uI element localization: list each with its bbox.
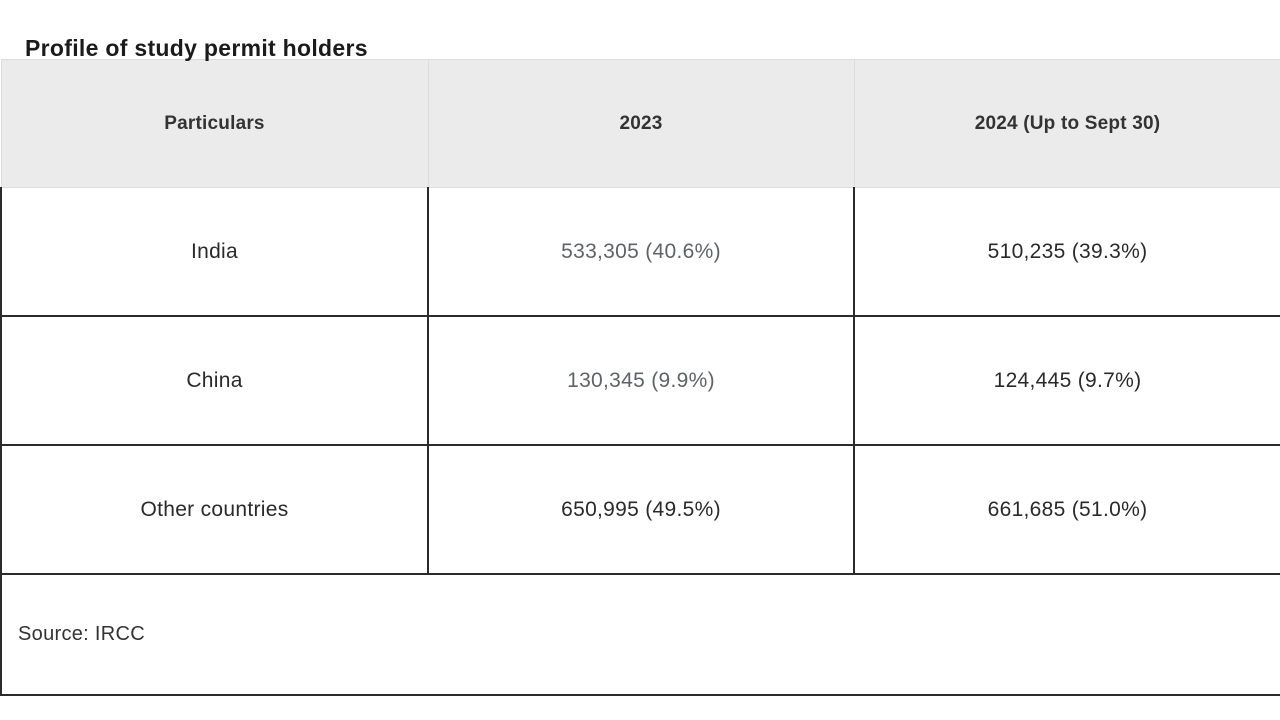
- cell-china-particular: China: [0, 315, 429, 446]
- cell-china-2023: 130,345 (9.9%): [427, 315, 855, 446]
- column-header-2024: 2024 (Up to Sept 30): [853, 59, 1280, 188]
- source-note: Source: IRCC: [0, 573, 1280, 696]
- source-row: Source: IRCC: [0, 573, 1280, 696]
- table-row-other-countries: Other countries 650,995 (49.5%) 661,685 …: [0, 444, 1280, 575]
- cell-india-2024: 510,235 (39.3%): [853, 187, 1280, 317]
- table-header: Particulars 2023 2024 (Up to Sept 30): [0, 59, 1280, 188]
- cell-other-particular: Other countries: [0, 444, 429, 575]
- cell-other-2024: 661,685 (51.0%): [853, 444, 1280, 575]
- table-row-india: India 533,305 (40.6%) 510,235 (39.3%): [0, 187, 1280, 317]
- header-row: Particulars 2023 2024 (Up to Sept 30): [0, 59, 1280, 188]
- column-header-2023: 2023: [427, 59, 855, 188]
- table-row-china: China 130,345 (9.9%) 124,445 (9.7%): [0, 315, 1280, 446]
- page-title: Profile of study permit holders: [25, 35, 368, 61]
- cell-india-2023: 533,305 (40.6%): [427, 187, 855, 317]
- study-permit-table: Particulars 2023 2024 (Up to Sept 30) In…: [0, 59, 1280, 696]
- cell-other-2023: 650,995 (49.5%): [427, 444, 855, 575]
- cell-india-particular: India: [0, 187, 429, 317]
- column-header-particulars: Particulars: [0, 59, 429, 188]
- cell-china-2024: 124,445 (9.7%): [853, 315, 1280, 446]
